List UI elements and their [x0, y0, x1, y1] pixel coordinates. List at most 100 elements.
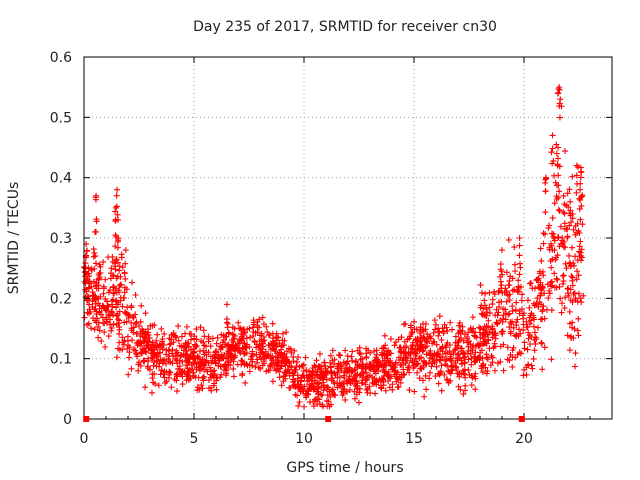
data-point [572, 295, 579, 302]
data-point [166, 335, 173, 342]
data-point [467, 351, 474, 358]
data-point [207, 364, 214, 371]
data-point [541, 290, 548, 297]
data-point [351, 381, 358, 388]
data-point [230, 358, 237, 365]
data-point [503, 298, 510, 305]
data-point [566, 347, 573, 354]
data-point [521, 339, 528, 346]
data-point [412, 337, 419, 344]
data-point [537, 245, 544, 252]
data-point [287, 346, 294, 353]
data-point [281, 360, 288, 367]
data-point [255, 343, 262, 350]
data-point [329, 386, 336, 393]
data-point [564, 190, 571, 197]
data-point [478, 363, 485, 370]
data-point [577, 186, 584, 193]
data-point [114, 211, 121, 218]
data-point [438, 362, 445, 369]
data-point [464, 335, 471, 342]
data-point [524, 324, 531, 331]
data-point [559, 280, 566, 287]
data-point [113, 354, 120, 361]
data-point [563, 226, 570, 233]
data-point [524, 297, 531, 304]
data-point [402, 360, 409, 367]
data-point [392, 360, 399, 367]
data-point [577, 216, 584, 223]
data-point [101, 329, 108, 336]
data-point [172, 333, 179, 340]
data-point [420, 357, 427, 364]
data-point [557, 240, 564, 247]
data-point [541, 344, 548, 351]
data-point [489, 326, 496, 333]
data-point [560, 192, 567, 199]
data-point [506, 297, 513, 304]
data-point [274, 362, 281, 369]
data-point [269, 345, 276, 352]
data-point [100, 258, 107, 265]
data-point [397, 362, 404, 369]
data-point [549, 160, 556, 167]
data-point [523, 371, 530, 378]
data-point [269, 378, 276, 385]
data-point [146, 366, 153, 373]
data-point [531, 316, 538, 323]
data-point [518, 350, 525, 357]
data-point [349, 357, 356, 364]
data-point [200, 347, 207, 354]
data-point [414, 360, 421, 367]
data-point [136, 359, 143, 366]
data-point [387, 362, 394, 369]
data-point [497, 278, 504, 285]
data-point [261, 355, 268, 362]
data-point [420, 327, 427, 334]
data-point [91, 265, 98, 272]
data-point [548, 242, 555, 249]
data-point [459, 323, 466, 330]
data-point [571, 325, 578, 332]
data-point [356, 344, 363, 351]
data-point [462, 353, 469, 360]
data-point [283, 357, 290, 364]
data-point [158, 367, 165, 374]
data-point [339, 392, 346, 399]
data-point [206, 385, 213, 392]
data-point [155, 382, 162, 389]
data-point [100, 285, 107, 292]
y-tick-label: 0.4 [50, 171, 72, 187]
data-point [310, 403, 317, 410]
data-point [576, 230, 583, 237]
data-point [221, 352, 228, 359]
data-point [203, 366, 210, 373]
data-point [105, 303, 112, 310]
data-point [423, 386, 430, 393]
data-point [567, 219, 574, 226]
data-point [366, 363, 373, 370]
data-point [509, 354, 516, 361]
data-point [478, 310, 485, 317]
data-point [340, 372, 347, 379]
data-point [423, 351, 430, 358]
data-point [534, 324, 541, 331]
data-point [178, 368, 185, 375]
data-point [257, 365, 264, 372]
data-point [484, 309, 491, 316]
data-point [566, 308, 573, 315]
data-point [122, 247, 129, 254]
data-point [574, 327, 581, 334]
data-point [412, 356, 419, 363]
data-point [344, 353, 351, 360]
data-point [482, 364, 489, 371]
data-point [553, 254, 560, 261]
data-point [198, 382, 205, 389]
data-point [458, 345, 465, 352]
data-point [112, 208, 119, 215]
data-point [113, 275, 120, 282]
data-point [153, 337, 160, 344]
data-point [241, 361, 248, 368]
data-point [109, 258, 116, 265]
